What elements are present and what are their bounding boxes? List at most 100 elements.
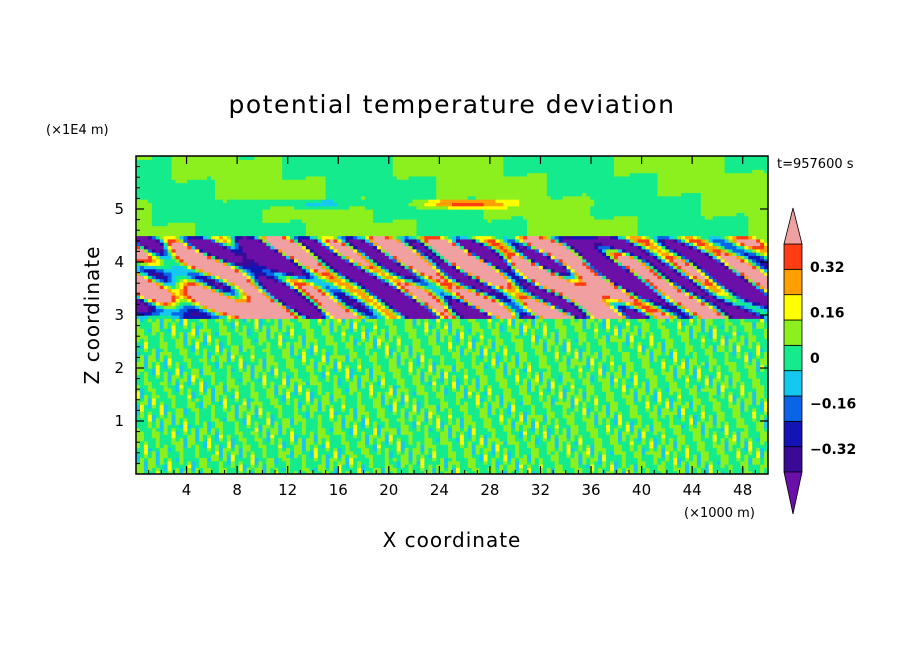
field-cell — [365, 460, 370, 465]
field-cell — [708, 447, 714, 452]
field-cell — [396, 447, 402, 452]
field-cell — [357, 450, 362, 455]
field-cell — [436, 424, 441, 429]
field-cell — [455, 454, 461, 459]
field-cell — [392, 377, 398, 382]
field-cell — [159, 467, 165, 472]
field-cell — [495, 464, 500, 468]
field-cell — [637, 414, 643, 419]
field-cell — [534, 440, 540, 445]
field-cell — [752, 444, 757, 449]
field-cell — [578, 411, 583, 415]
field-cell — [218, 427, 224, 432]
field-cell — [586, 467, 591, 472]
field-cell — [294, 391, 299, 396]
field-cell — [286, 377, 291, 382]
field-cell — [250, 384, 256, 389]
field-cell — [700, 434, 706, 439]
field-cell — [459, 417, 465, 422]
field-cell — [357, 424, 362, 429]
field-cell — [550, 404, 556, 409]
field-cell — [455, 457, 461, 462]
field-cell — [736, 427, 741, 432]
field-cell — [337, 371, 342, 376]
field-cell — [716, 394, 722, 399]
field-cell — [408, 450, 414, 455]
field-cell — [669, 414, 674, 419]
field-cell — [321, 434, 327, 439]
field-cell — [317, 450, 323, 455]
field-cell — [345, 430, 350, 435]
field-cell — [444, 470, 449, 474]
field-cell — [258, 417, 263, 422]
field-cell — [250, 447, 256, 452]
field-cell — [554, 444, 560, 449]
field-cell — [594, 447, 599, 452]
field-cell — [309, 394, 315, 399]
field-cell — [531, 434, 536, 439]
field-cell — [444, 391, 449, 396]
field-cell — [317, 434, 323, 439]
field-cell — [258, 440, 263, 445]
field-cell — [246, 437, 252, 442]
field-cell — [732, 457, 737, 462]
field-cell — [515, 460, 520, 465]
field-cell — [444, 404, 449, 409]
field-cell — [527, 444, 532, 449]
field-cell — [554, 401, 560, 406]
field-cell — [199, 434, 204, 439]
field-cell — [645, 464, 651, 468]
field-cell — [175, 440, 181, 445]
field-cell — [361, 444, 366, 449]
field-cell — [554, 394, 560, 399]
field-cell — [282, 457, 287, 462]
field-cell — [554, 470, 560, 474]
field-cell — [511, 444, 516, 449]
field-cell — [278, 387, 283, 392]
field-cell — [637, 421, 643, 425]
field-cell — [230, 374, 236, 379]
field-cell — [349, 437, 354, 442]
field-cell — [297, 407, 303, 412]
field-cell — [361, 467, 366, 472]
field-cell — [329, 424, 335, 429]
field-cell — [708, 430, 714, 435]
field-cell — [349, 450, 354, 455]
field-cell — [685, 414, 690, 419]
field-cell — [606, 397, 611, 402]
field-cell — [416, 404, 421, 409]
field-cell — [665, 450, 670, 455]
field-cell — [704, 457, 710, 462]
field-cell — [586, 460, 591, 465]
field-cell — [384, 430, 390, 435]
field-cell — [195, 450, 200, 455]
field-cell — [187, 460, 192, 465]
field-cell — [673, 417, 678, 422]
field-cell — [341, 404, 346, 409]
field-cell — [732, 397, 737, 402]
field-cell — [432, 454, 437, 459]
field-cell — [554, 387, 560, 392]
field-cell — [436, 407, 441, 412]
field-cell — [139, 414, 145, 419]
field-cell — [566, 467, 572, 472]
field-cell — [467, 407, 473, 412]
field-cell — [301, 371, 307, 376]
field-cell — [238, 470, 244, 474]
field-cell — [665, 384, 670, 389]
field-cell — [760, 447, 765, 452]
field-cell — [720, 437, 726, 442]
field-cell — [412, 457, 418, 462]
field-cell — [479, 447, 485, 452]
field-cell — [274, 430, 279, 435]
field-cell — [155, 427, 161, 432]
field-cell — [467, 470, 473, 474]
field-cell — [199, 411, 204, 415]
field-cell — [657, 401, 662, 406]
field-cell — [191, 440, 196, 445]
field-cell — [416, 371, 421, 376]
field-cell — [578, 371, 583, 376]
field-cell — [215, 437, 220, 442]
field-cell — [218, 397, 224, 402]
